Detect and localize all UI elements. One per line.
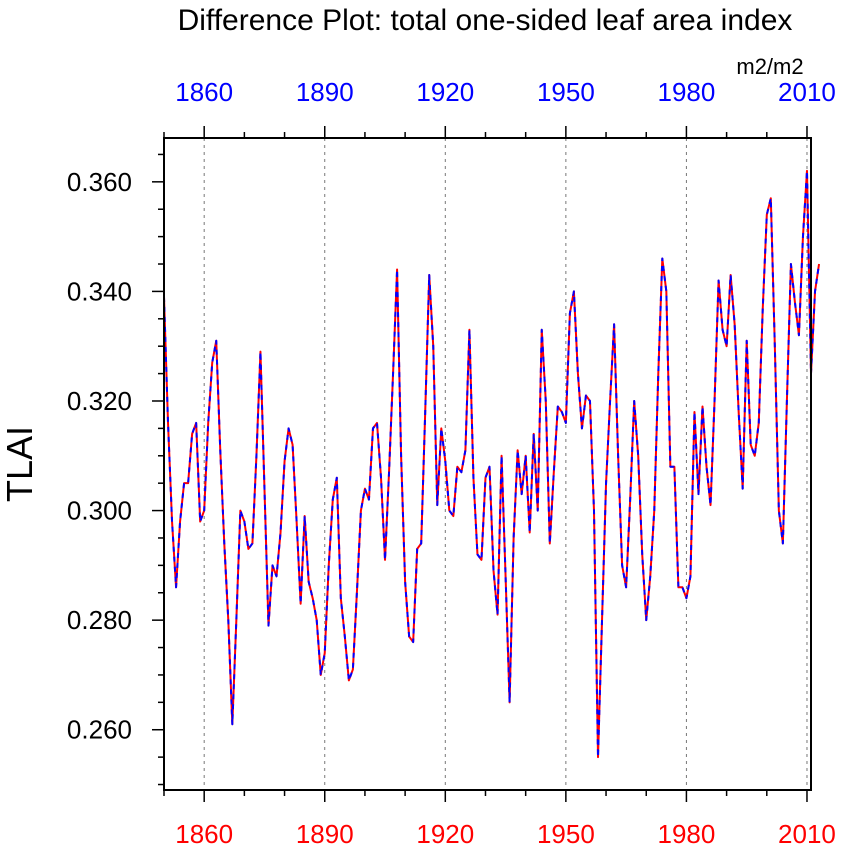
series-layer (163, 169, 821, 759)
x-tick-label-top-2010: 2010 (778, 77, 836, 107)
axis-ticks (152, 126, 808, 802)
x-tick-label-bottom-1860: 1860 (175, 819, 233, 847)
y-tick-label-0.360: 0.360 (67, 167, 132, 197)
x-tick-label-top-1980: 1980 (658, 77, 716, 107)
x-tick-label-bottom-2010: 2010 (778, 819, 836, 847)
x-tick-label-bottom-1890: 1890 (296, 819, 354, 847)
y-tick-label-0.260: 0.260 (67, 715, 132, 745)
x-tick-label-top-1920: 1920 (416, 77, 474, 107)
y-axis-label: TLAI (0, 426, 40, 502)
y-tick-label-0.340: 0.340 (67, 276, 132, 306)
tick-labels: 1860 1860 1890 1890 1920 1920 1950 1950 1980 1980… (67, 77, 836, 847)
x-tick-label-top-1890: 1890 (296, 77, 354, 107)
units-label: m2/m2 (736, 54, 803, 79)
chart-title: Difference Plot: total one-sided leaf ar… (178, 4, 793, 37)
y-tick-label-0.280: 0.280 (67, 605, 132, 635)
series-red-solid (163, 169, 821, 759)
grid-lines (203, 138, 808, 790)
x-tick-label-top-1950: 1950 (537, 77, 595, 107)
series-blue-dashed (163, 169, 821, 759)
x-tick-label-bottom-1980: 1980 (658, 819, 716, 847)
y-tick-label-0.300: 0.300 (67, 496, 132, 526)
y-tick-label-0.320: 0.320 (67, 386, 132, 416)
plot-frame (163, 137, 812, 791)
x-tick-label-bottom-1950: 1950 (537, 819, 595, 847)
x-tick-label-top-1860: 1860 (175, 77, 233, 107)
x-tick-label-bottom-1920: 1920 (416, 819, 474, 847)
